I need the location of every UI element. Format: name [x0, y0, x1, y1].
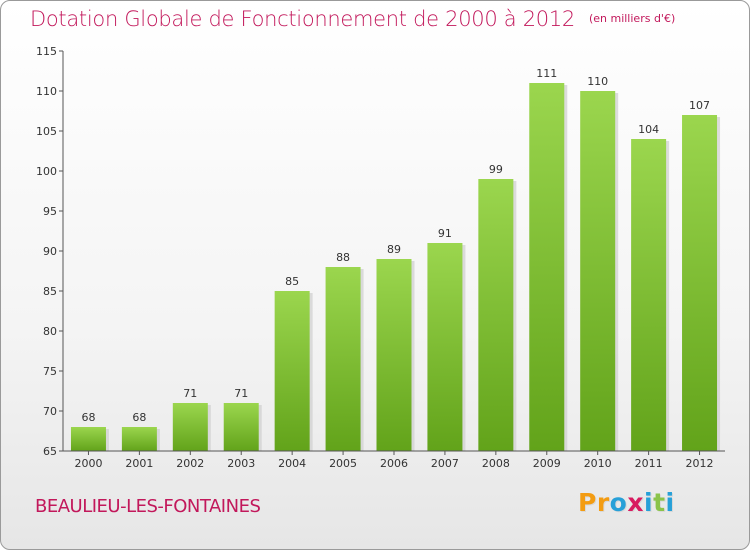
x-tick-label: 2010	[584, 457, 612, 470]
bar	[427, 243, 463, 451]
logo-letter: i	[644, 488, 654, 517]
y-tick-label: 90	[43, 245, 57, 258]
y-tick-label: 100	[36, 165, 57, 178]
y-tick-label: 80	[43, 325, 57, 338]
bar	[580, 91, 616, 451]
bar	[172, 403, 208, 451]
x-tick-label: 2002	[176, 457, 204, 470]
bar	[223, 403, 259, 451]
bar	[274, 291, 310, 451]
y-tick-label: 95	[43, 205, 57, 218]
logo-letter: t	[653, 488, 666, 517]
y-tick-label: 115	[36, 45, 57, 58]
bar-value-label: 85	[285, 275, 299, 288]
x-tick-label: 2008	[482, 457, 510, 470]
bar-value-label: 99	[489, 163, 503, 176]
label-layer: 68 68 71 71 85 88 89 91 99 111 110 104 107	[81, 67, 710, 424]
bar-value-label: 68	[81, 411, 95, 424]
y-tick-label: 70	[43, 405, 57, 418]
bar	[325, 267, 361, 451]
y-tick-label: 75	[43, 365, 57, 378]
logo-letter: r	[596, 488, 610, 517]
chart-subtitle: (en milliers d'€)	[588, 12, 676, 25]
bar-value-label: 111	[536, 67, 557, 80]
bar	[121, 427, 157, 451]
commune-name: BEAULIEU-LES-FONTAINES	[35, 496, 261, 517]
bar	[529, 83, 565, 451]
bar-value-label: 91	[438, 227, 452, 240]
bar-value-label: 71	[183, 387, 197, 400]
bar	[376, 259, 412, 451]
bar	[70, 427, 106, 451]
axis-layer: 65 70 75 80 85 90 95 100 105 110 115 2000 2001 2002 20…	[36, 45, 725, 470]
chart-title: Dotation Globale de Fonctionnement de 20…	[30, 7, 575, 31]
bar	[631, 139, 667, 451]
logo-letter: o	[609, 488, 628, 517]
bar-value-label: 68	[132, 411, 146, 424]
x-tick-label: 2011	[635, 457, 663, 470]
bar-value-label: 89	[387, 243, 401, 256]
x-tick-label: 2000	[74, 457, 102, 470]
logo-letter: i	[665, 488, 675, 517]
title-row: Dotation Globale de Fonctionnement de 20…	[30, 7, 675, 31]
bar-value-label: 107	[689, 99, 710, 112]
x-tick-label: 2004	[278, 457, 306, 470]
bar-layer	[70, 83, 721, 451]
x-tick-label: 2009	[533, 457, 561, 470]
x-tick-label: 2012	[686, 457, 714, 470]
bar-value-label: 110	[587, 75, 608, 88]
x-tick-label: 2006	[380, 457, 408, 470]
y-tick-label: 65	[43, 445, 57, 458]
logo-letter: x	[627, 488, 644, 517]
x-tick-label: 2007	[431, 457, 459, 470]
bar-value-label: 104	[638, 123, 659, 136]
x-tick-label: 2001	[125, 457, 153, 470]
bar	[478, 179, 514, 451]
y-tick-label: 110	[36, 85, 57, 98]
bar	[682, 115, 718, 451]
y-tick-label: 85	[43, 285, 57, 298]
x-tick-label: 2005	[329, 457, 357, 470]
logo-letter: P	[578, 488, 597, 517]
proxiti-logo[interactable]: Proxiti	[578, 488, 675, 517]
x-tick-label: 2003	[227, 457, 255, 470]
bar-value-label: 71	[234, 387, 248, 400]
y-tick-label: 105	[36, 125, 57, 138]
bar-value-label: 88	[336, 251, 350, 264]
